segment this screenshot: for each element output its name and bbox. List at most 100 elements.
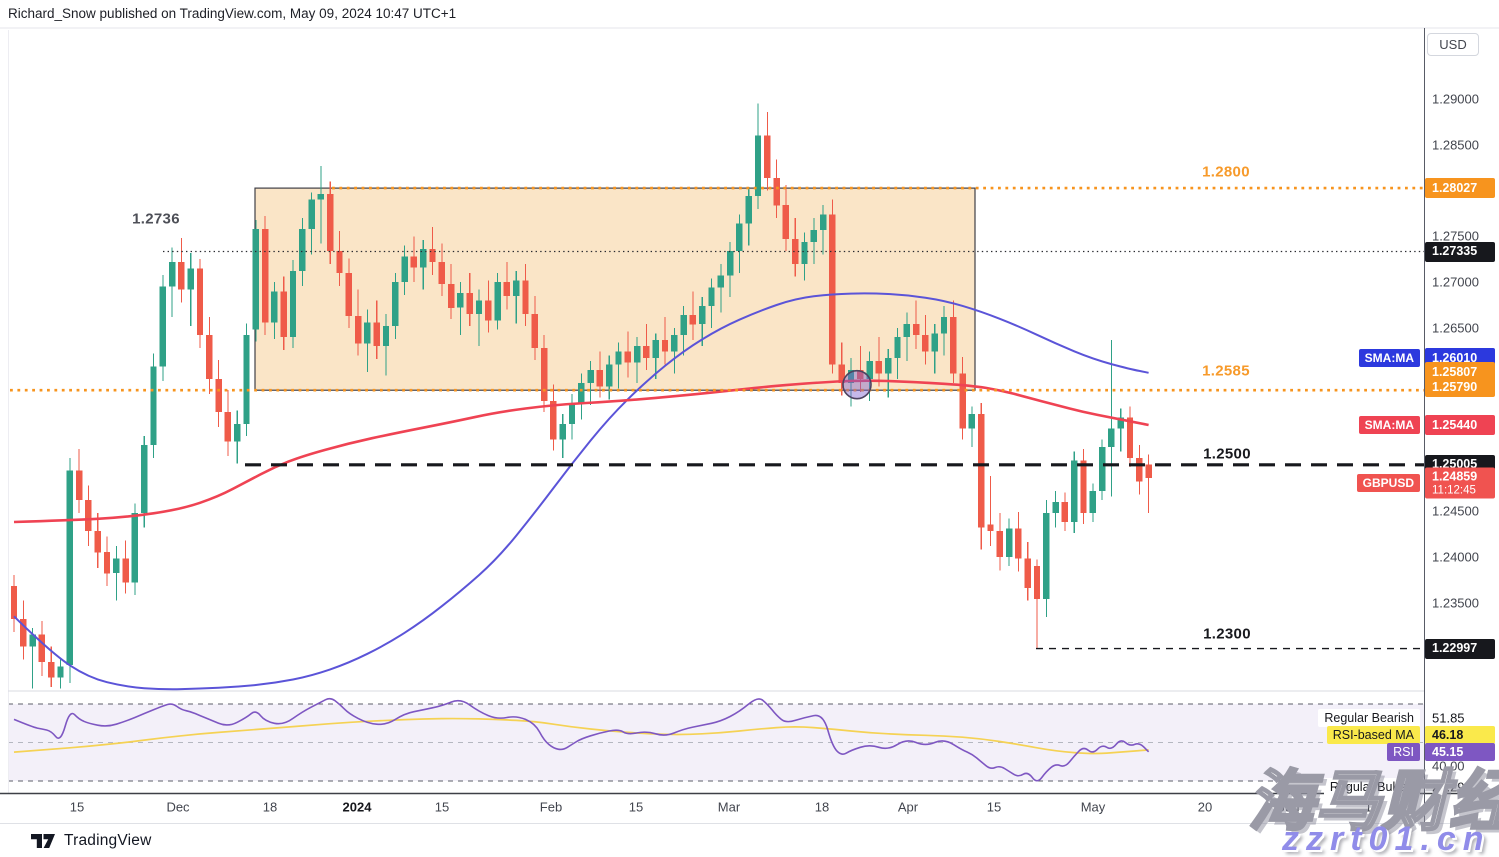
- watermark-cjk: 海马财经: [1247, 763, 1499, 840]
- circle-marker: [842, 369, 872, 400]
- candle-body: [810, 230, 817, 242]
- candle-body: [364, 322, 371, 344]
- sma-slow-line: [13, 292, 1149, 691]
- candle-body: [234, 424, 241, 442]
- tradingview-attribution[interactable]: TradingView: [30, 832, 152, 850]
- candle-body: [550, 401, 557, 440]
- candle-body: [271, 291, 278, 323]
- candle-body: [485, 300, 492, 321]
- candle-body: [410, 256, 418, 268]
- candle-body: [66, 470, 73, 665]
- publication-byline: Richard_Snow published on TradingView.co…: [8, 6, 457, 21]
- candle-body: [736, 223, 743, 251]
- candle-body: [801, 241, 808, 264]
- price-scale[interactable]: [1424, 28, 1499, 793]
- sma-fast-line: [13, 379, 1149, 524]
- candle-body: [159, 286, 166, 367]
- highlight-zone-rectangle: [254, 187, 976, 391]
- candle-body: [252, 229, 259, 330]
- candle-body: [1136, 457, 1143, 482]
- candle-body: [475, 300, 483, 315]
- candle-body: [57, 666, 64, 678]
- candle-body: [912, 324, 920, 336]
- candle-body: [327, 194, 334, 251]
- candle-body: [113, 558, 120, 574]
- candle-body: [950, 316, 957, 374]
- candle-body: [773, 177, 780, 206]
- candle-body: [661, 339, 669, 352]
- candle-body: [494, 282, 501, 321]
- candle-body: [280, 291, 287, 338]
- candle-body: [894, 337, 901, 359]
- candle-body: [568, 403, 576, 425]
- candle-body: [187, 268, 194, 290]
- candle-body: [122, 558, 129, 583]
- candle-body: [178, 262, 185, 290]
- time-scale[interactable]: [0, 793, 1424, 823]
- candle-body: [885, 358, 892, 374]
- candle-body: [466, 293, 473, 315]
- tradingview-wordmark: TradingView: [64, 832, 152, 849]
- candle-body: [717, 275, 724, 288]
- candle-body: [745, 196, 752, 224]
- candle-body: [782, 205, 790, 240]
- candle-body: [85, 500, 92, 532]
- candlestick-series: [10, 103, 1152, 689]
- candle-body: [754, 135, 762, 197]
- candle-body: [633, 346, 641, 363]
- candle-body: [708, 287, 715, 306]
- currency-toggle-button[interactable]: USD: [1427, 33, 1479, 56]
- candle-body: [903, 324, 910, 337]
- candle-body: [1126, 417, 1134, 458]
- candle-body: [847, 370, 855, 383]
- candle-body: [48, 662, 55, 678]
- candle-body: [429, 249, 436, 262]
- candle-body: [540, 348, 548, 402]
- watermark-url: zzrt01.cn: [1282, 820, 1491, 857]
- candle-body: [224, 412, 232, 442]
- candle-body: [940, 316, 948, 334]
- candle-body: [38, 634, 46, 663]
- candle-body: [420, 249, 427, 268]
- candle-body: [875, 360, 883, 374]
- candle-body: [354, 316, 362, 344]
- candle-body: [922, 335, 929, 352]
- candle-body: [141, 445, 148, 513]
- candle-body: [792, 239, 799, 264]
- candle-body: [1098, 446, 1106, 491]
- candle-body: [75, 470, 83, 500]
- candle-body: [1117, 417, 1124, 429]
- candle-body: [1145, 464, 1152, 479]
- candle-body: [559, 424, 566, 440]
- candle-body: [1005, 528, 1013, 557]
- candle-body: [438, 262, 445, 284]
- candle-body: [20, 619, 27, 647]
- candle-body: [1108, 428, 1115, 447]
- candle-body: [150, 366, 157, 446]
- candle-body: [308, 199, 315, 229]
- candle-body: [94, 531, 101, 553]
- candle-body: [671, 335, 678, 352]
- candle-body: [968, 414, 976, 429]
- candle-body: [699, 305, 706, 325]
- candle-body: [1024, 558, 1031, 588]
- candle-body: [401, 256, 408, 283]
- candle-body: [206, 335, 213, 380]
- candle-body: [1033, 565, 1041, 599]
- candle-body: [103, 552, 111, 574]
- candle-body: [392, 282, 399, 326]
- candle-body: [336, 251, 343, 273]
- candle-body: [726, 251, 734, 276]
- candle-body: [299, 229, 306, 272]
- candle-body: [447, 284, 455, 308]
- candle-body: [838, 364, 845, 383]
- candle-body: [931, 333, 938, 352]
- candle-body: [978, 414, 985, 528]
- rsi-line: [13, 697, 1150, 782]
- candle-body: [243, 335, 250, 424]
- candle-body: [959, 373, 966, 429]
- candle-body: [1061, 501, 1069, 522]
- candle-body: [29, 634, 36, 647]
